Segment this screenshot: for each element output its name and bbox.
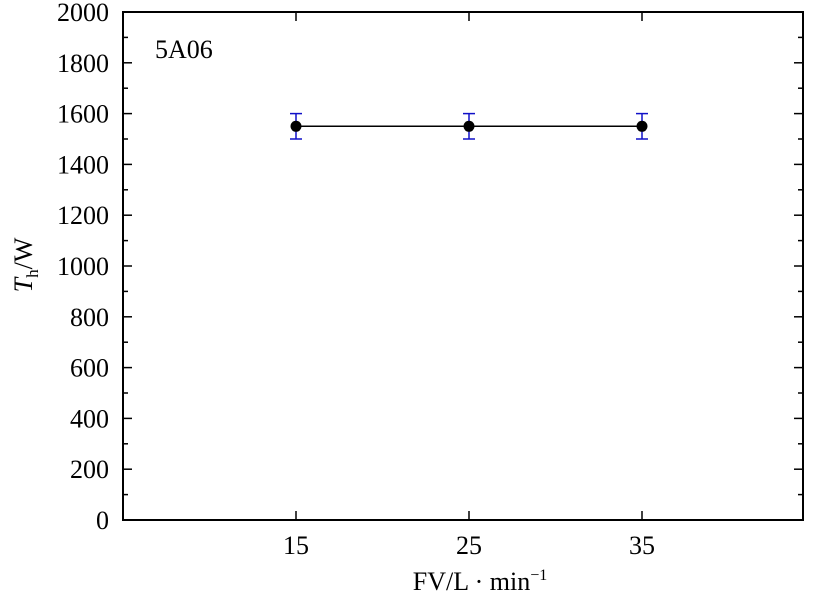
y-tick-label: 400 <box>70 404 109 433</box>
plot-frame <box>122 11 804 521</box>
chart-annotation: 5A06 <box>155 35 213 64</box>
y-tick-label: 1600 <box>57 100 109 129</box>
x-axis-ticks: 15 25 35 <box>283 12 655 560</box>
y-axis-subscript: h <box>23 269 42 278</box>
y-tick-label: 0 <box>96 506 109 535</box>
x-axis-superscript: −1 <box>530 567 547 584</box>
y-tick-label: 800 <box>70 303 109 332</box>
y-axis-symbol: T <box>9 276 38 292</box>
x-axis-main: FV/L · min <box>413 567 530 596</box>
y-tick-label: 1800 <box>57 49 109 78</box>
data-point <box>290 120 302 132</box>
y-tick-label: 1200 <box>57 201 109 230</box>
y-axis-unit: /W <box>9 237 38 269</box>
y-tick-label: 1400 <box>57 150 109 179</box>
data-point <box>636 120 648 132</box>
y-tick-label: 200 <box>70 455 109 484</box>
y-tick-label: 2000 <box>57 0 109 27</box>
data-point <box>463 120 475 132</box>
plot-border <box>122 11 804 521</box>
y-tick-label: 1000 <box>57 252 109 281</box>
y-tick-label: 600 <box>70 354 109 383</box>
x-tick-label: 15 <box>283 531 309 560</box>
x-tick-label: 35 <box>629 531 655 560</box>
y-axis-title: Th/W <box>9 237 42 292</box>
y-axis-ticks: 0 200 400 600 800 1000 1200 1400 1600 1800 2000 <box>57 0 803 535</box>
series-layer <box>290 112 648 140</box>
x-tick-label: 25 <box>456 531 482 560</box>
x-axis-title: FV/L · min−1 <box>413 567 548 596</box>
